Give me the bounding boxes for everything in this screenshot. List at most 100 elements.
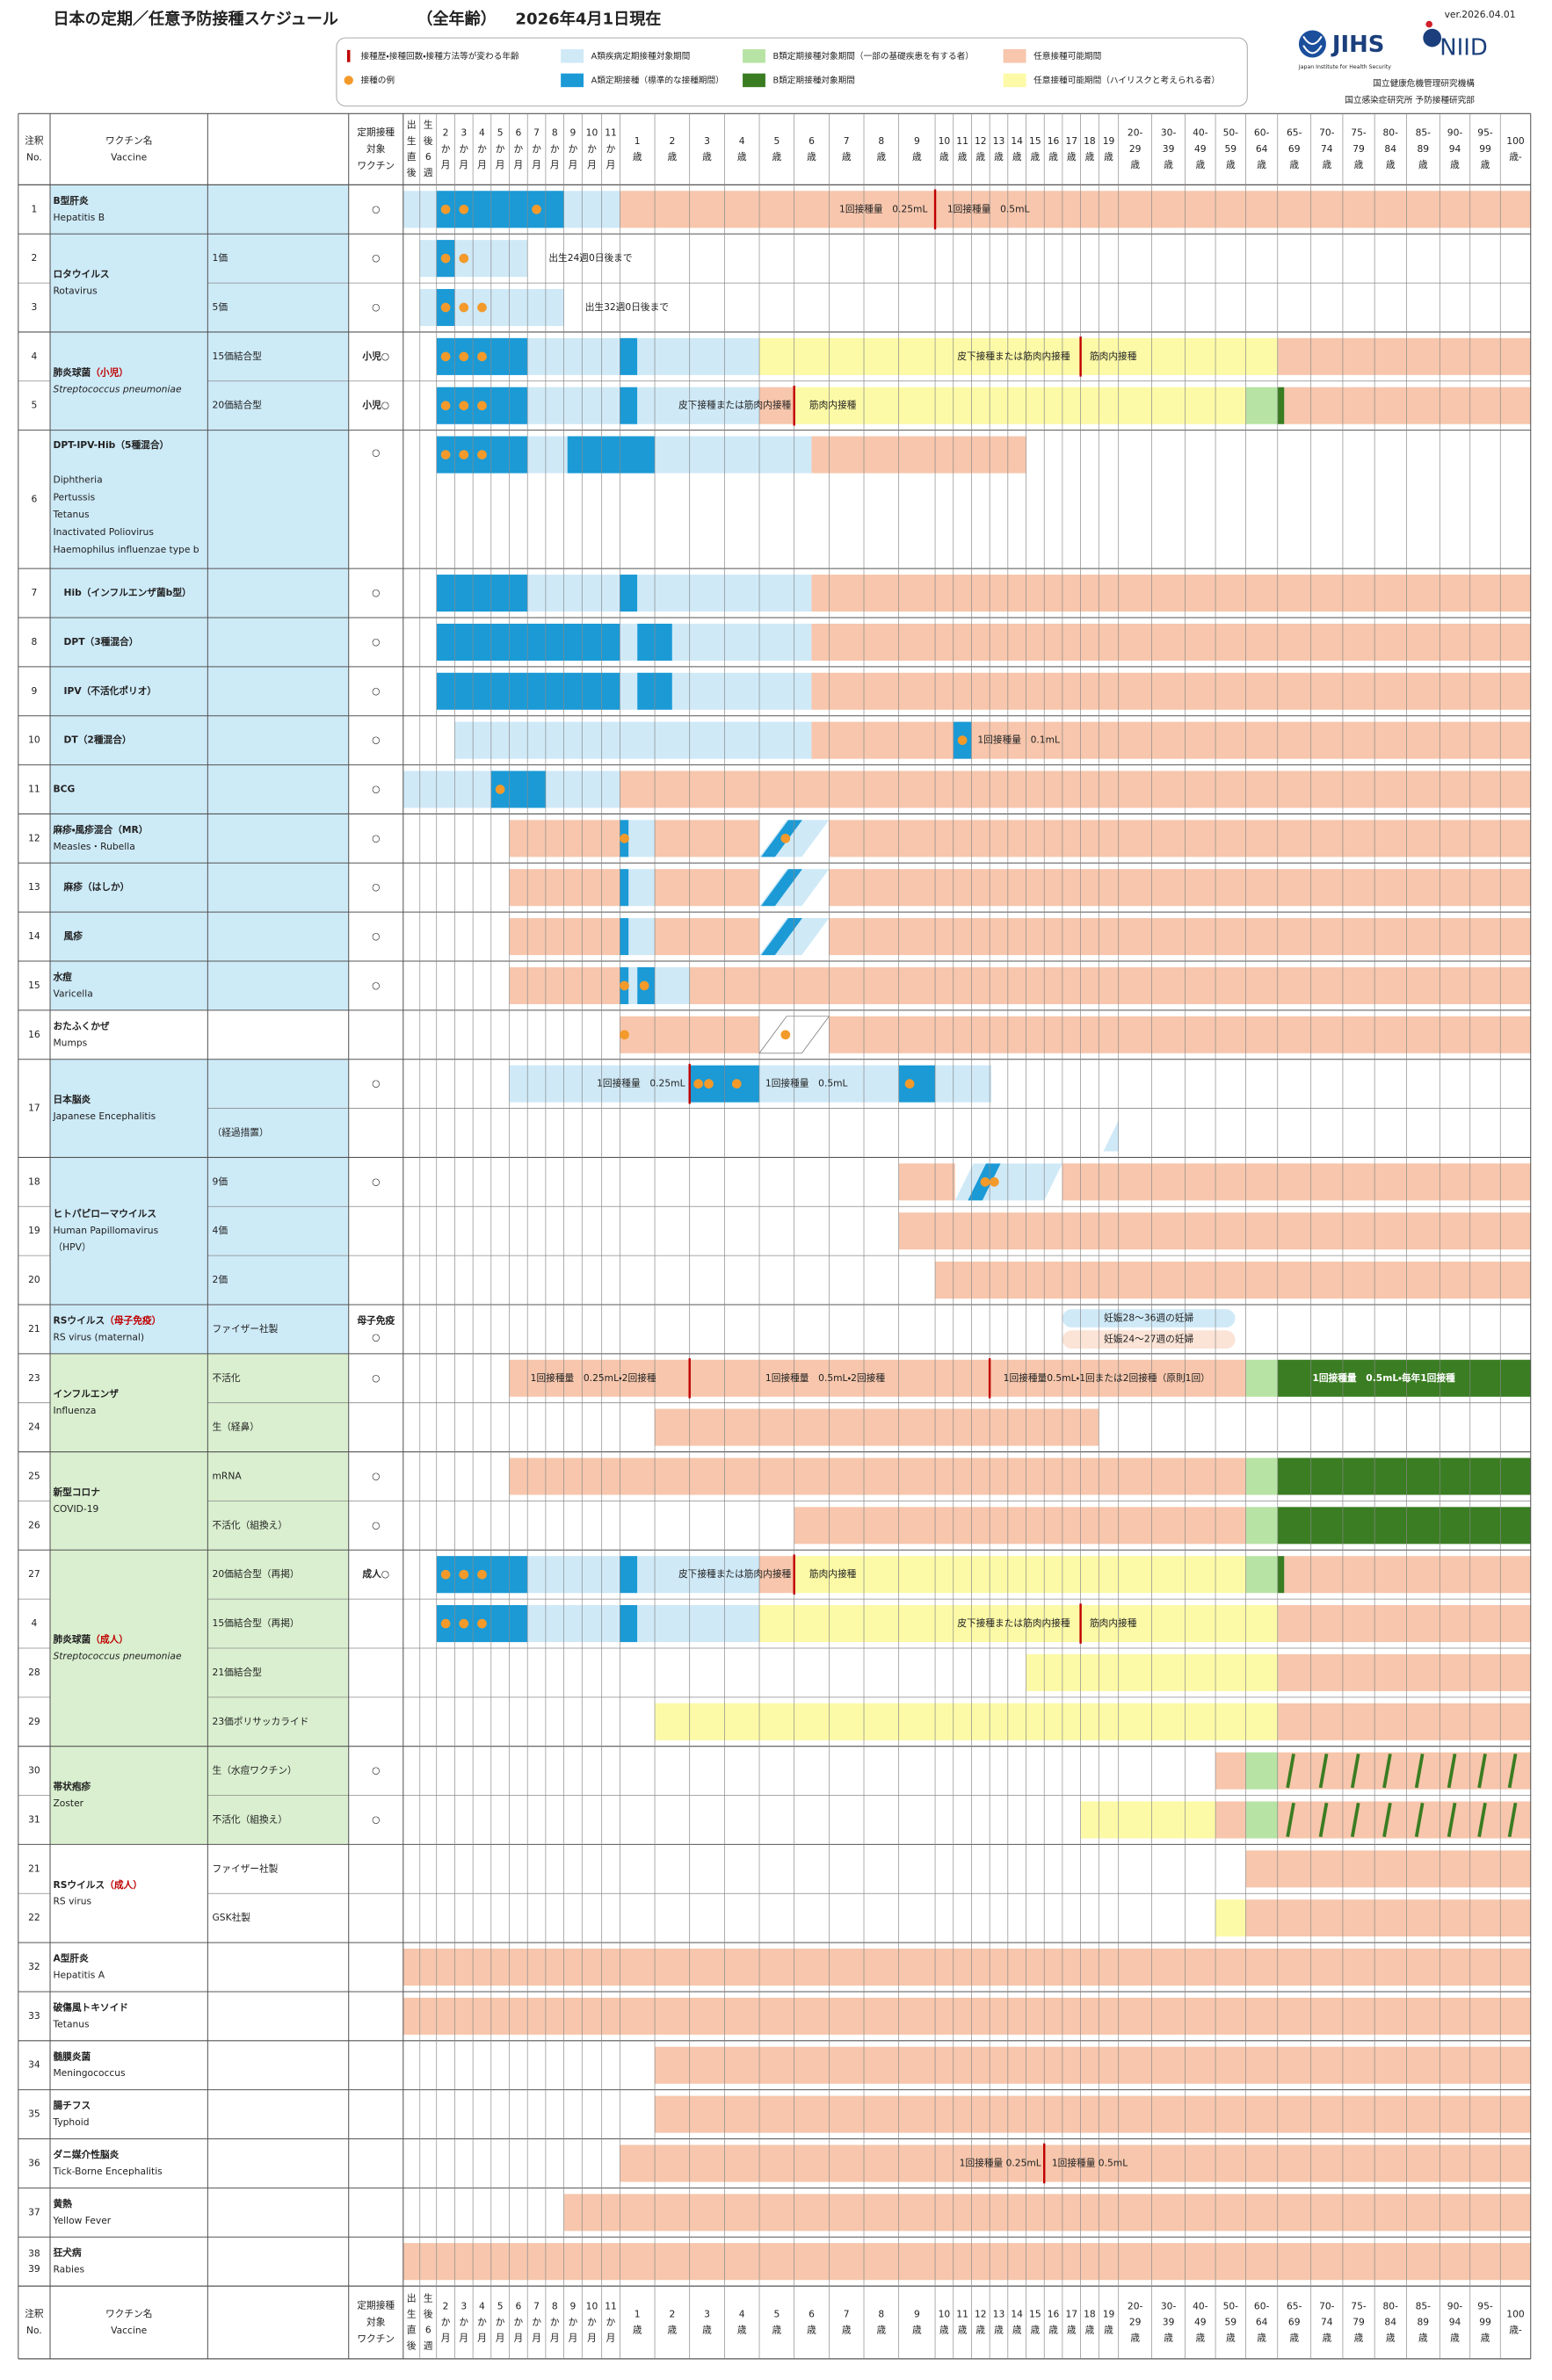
version: ver.2026.04.01 — [1445, 9, 1516, 20]
vaccine-name-text: インフルエンザ — [53, 1388, 119, 1400]
period-bar — [436, 575, 528, 612]
note-no: 39 — [28, 2263, 40, 2275]
vaccine-name-text: 肺炎球菌 — [53, 1633, 91, 1645]
column-label: 60- — [1254, 2300, 1270, 2311]
column-label: 39 — [1163, 2316, 1175, 2327]
vaccine-name-text: 麻疹・風疹混合（MR） — [52, 824, 148, 836]
legend-label: 接種歴・接種回数・接種方法等が変わる年齢 — [361, 51, 519, 61]
legend-label: 任意接種可能期間（ハイリスクと考えられる者） — [1033, 75, 1220, 85]
column-label: 89 — [1418, 2316, 1430, 2327]
column-label: 6 — [425, 151, 432, 163]
column-label: 5 — [773, 135, 780, 147]
column-label: 歳 — [876, 151, 886, 163]
column-label: 70- — [1319, 2300, 1335, 2311]
column-label: 歳 — [633, 2325, 642, 2336]
column-label: 64 — [1256, 2316, 1268, 2327]
vaccine-name-text: 帯状疱疹 — [53, 1781, 91, 1792]
note-no: 7 — [32, 587, 38, 598]
note-no: 35 — [28, 2109, 40, 2120]
period-bar — [811, 436, 1026, 474]
column-label: 39 — [1163, 143, 1175, 155]
period-note: 1回接種量 0.25mL・2回接種 — [531, 1372, 656, 1384]
period-note: 皮下接種または筋肉内接種 — [957, 351, 1070, 362]
column-label: 歳 — [1257, 2333, 1266, 2344]
vaccine-name-text: ダニ媒介性脳炎 — [53, 2149, 119, 2160]
column-label: 6 — [515, 127, 521, 139]
column-label: 生 — [424, 119, 433, 131]
note-no: 21 — [28, 1863, 40, 1874]
column-label: 直 — [407, 2325, 417, 2336]
column-label: 3 — [461, 2300, 467, 2311]
vaccine-cell — [50, 1942, 349, 1992]
vaccine-name-note: （成人） — [91, 1633, 128, 1645]
header-target: 対象 — [366, 2316, 386, 2327]
routine-target: ○ — [372, 1519, 380, 1530]
column-label: 2 — [443, 127, 449, 139]
example-dose — [459, 253, 469, 264]
column-label: 40- — [1193, 2300, 1208, 2311]
vaccine-name: ロタウイルス — [53, 269, 109, 280]
column-label: 月 — [532, 2333, 541, 2344]
column-label: 月 — [477, 159, 487, 170]
period-bar — [628, 966, 638, 1004]
column-label: 歳 — [1354, 159, 1364, 170]
period-bar — [1277, 1605, 1531, 1643]
b-class-slash — [1382, 1753, 1392, 1789]
period-bar — [620, 918, 629, 956]
legend-swatch — [561, 49, 584, 63]
period-note: 皮下接種または筋肉内接種 — [678, 400, 792, 411]
vaccine-cell — [50, 184, 349, 235]
period-bar — [655, 1408, 1099, 1446]
vaccine-cell — [50, 1009, 349, 1060]
column-label: 12 — [975, 135, 987, 147]
example-dose — [620, 1030, 629, 1040]
period-bar — [1215, 1801, 1246, 1839]
column-label: 85- — [1416, 2300, 1432, 2311]
vaccine-name-text: RSウイルス — [53, 1879, 105, 1891]
legend-label: B類定期接種対象期間（一部の基礎疾患を有する者） — [773, 51, 974, 61]
b-class-slash — [1350, 1802, 1360, 1838]
period-bar — [898, 1163, 955, 1201]
column-label: 歳 — [1289, 159, 1299, 170]
column-label: 生 — [407, 135, 417, 147]
column-label: か — [496, 143, 505, 155]
vaccine-name-en: Yellow Fever — [52, 2215, 111, 2226]
header-no: No. — [26, 2325, 42, 2336]
vaccine-type: 15価結合型 — [213, 351, 263, 362]
column-label: 17 — [1065, 135, 1077, 147]
period-bar — [671, 672, 812, 710]
column-label: 月 — [514, 159, 524, 170]
column-label: 5 — [497, 2300, 504, 2311]
column-label: 18 — [1084, 135, 1096, 147]
vaccine-name-text: 水痘 — [52, 971, 72, 982]
column-label: 89 — [1418, 143, 1430, 155]
period-bar — [620, 1605, 638, 1643]
grid-layer — [18, 112, 1532, 2360]
routine-target: 小児○ — [361, 400, 389, 411]
vaccine-name: 破傷風トキソイド — [53, 2001, 128, 2013]
column-label: 歳 — [1481, 159, 1490, 170]
column-label: 2 — [669, 2308, 675, 2319]
column-label: 生 — [424, 2292, 433, 2304]
period-bar — [1277, 387, 1285, 424]
period-bar — [655, 918, 760, 956]
period-bar — [1080, 1801, 1216, 1839]
example-dose — [440, 1618, 451, 1629]
column-label: 9 — [914, 2308, 920, 2319]
column-label: 歳 — [1418, 2333, 1428, 2344]
column-label: 歳 — [1164, 2333, 1173, 2344]
column-label: 10 — [586, 2300, 598, 2311]
vaccine-name-text: おたふくかぜ — [53, 1020, 109, 1031]
period-bar — [811, 672, 1531, 710]
example-dose — [495, 785, 505, 794]
period-bar — [759, 1605, 1278, 1643]
vaccine-name: 狂犬病 — [53, 2247, 81, 2259]
example-dose — [459, 1618, 469, 1629]
legend-label: B類定期接種対象期間 — [773, 75, 855, 85]
column-label: か — [606, 143, 616, 155]
column-label: 歳 — [912, 2325, 922, 2336]
logo-niid-dot — [1425, 20, 1433, 28]
note-no: 16 — [28, 1029, 40, 1040]
example-dose — [904, 1079, 915, 1089]
